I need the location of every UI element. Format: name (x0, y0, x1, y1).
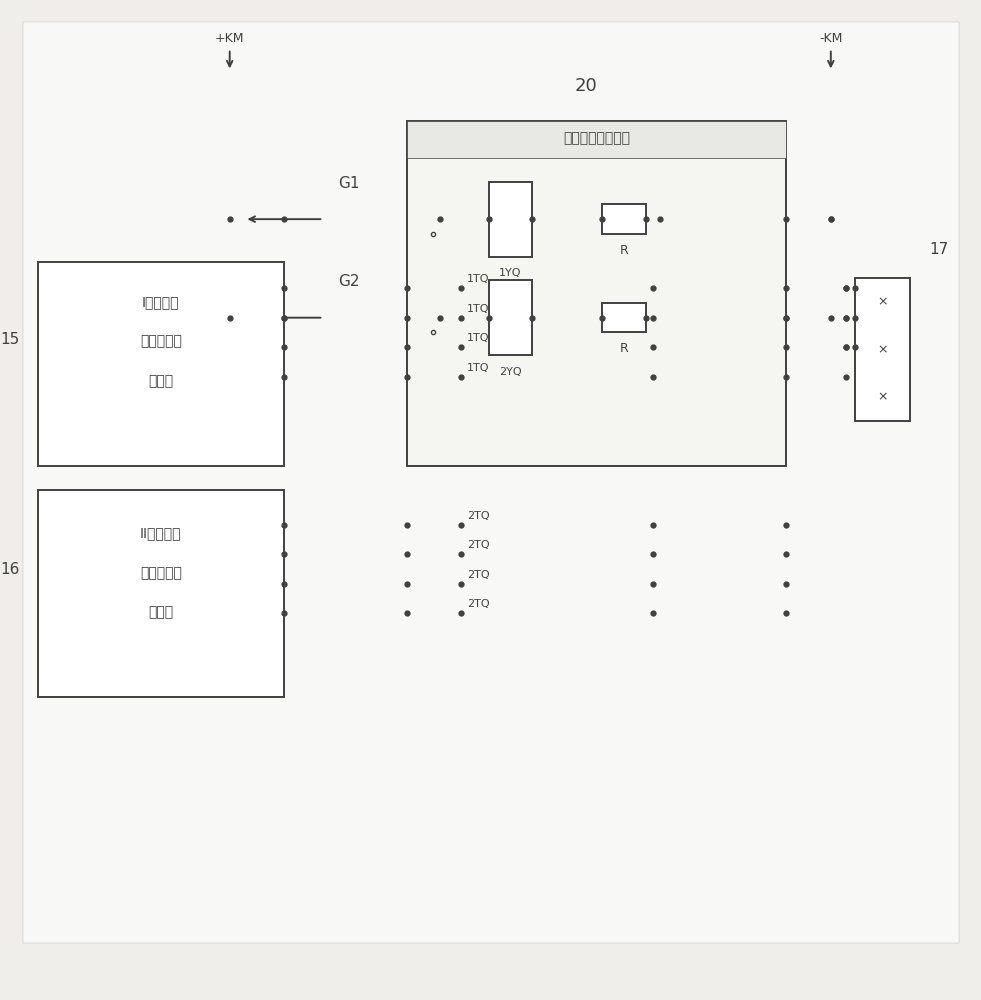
Text: R: R (620, 244, 628, 257)
Text: G2: G2 (338, 274, 360, 289)
Text: ×: × (877, 343, 888, 356)
Text: +KM: +KM (215, 32, 244, 45)
Text: 1TQ: 1TQ (467, 304, 490, 314)
Text: ×: × (877, 391, 888, 404)
Text: 2TQ: 2TQ (467, 599, 490, 609)
Bar (602, 204, 645, 234)
Text: 感器二次电: 感器二次电 (140, 566, 181, 580)
Text: 1YQ: 1YQ (499, 268, 522, 278)
Bar (602, 303, 645, 332)
Text: 20: 20 (575, 77, 597, 95)
Text: G1: G1 (338, 176, 360, 191)
Bar (37, 262, 284, 466)
Text: 2YQ: 2YQ (499, 367, 522, 377)
Text: R: R (620, 342, 628, 355)
Text: 二次电压切换装置: 二次电压切换装置 (563, 131, 630, 145)
Bar (407, 121, 787, 466)
Text: 1TQ: 1TQ (467, 333, 490, 343)
Text: 压母线: 压母线 (148, 605, 174, 619)
Bar (407, 121, 787, 158)
Text: I母电压互: I母电压互 (142, 295, 180, 309)
Text: 2TQ: 2TQ (467, 511, 490, 521)
Bar (230, 106, 831, 466)
Text: -KM: -KM (819, 32, 843, 45)
Text: 1TQ: 1TQ (467, 363, 490, 373)
Text: 2TQ: 2TQ (467, 570, 490, 580)
Text: 1TQ: 1TQ (467, 274, 490, 284)
Text: 17: 17 (929, 242, 949, 257)
Text: 2TQ: 2TQ (467, 540, 490, 550)
Bar (37, 490, 284, 697)
Text: 压母线: 压母线 (148, 374, 174, 388)
Bar (855, 278, 909, 421)
Text: ×: × (877, 296, 888, 309)
Text: 感器二次电: 感器二次电 (140, 334, 181, 348)
Text: II母电压互: II母电压互 (140, 526, 181, 540)
Bar (489, 280, 533, 355)
Text: 15: 15 (1, 332, 20, 347)
Bar (489, 182, 533, 257)
Text: 16: 16 (0, 562, 20, 577)
